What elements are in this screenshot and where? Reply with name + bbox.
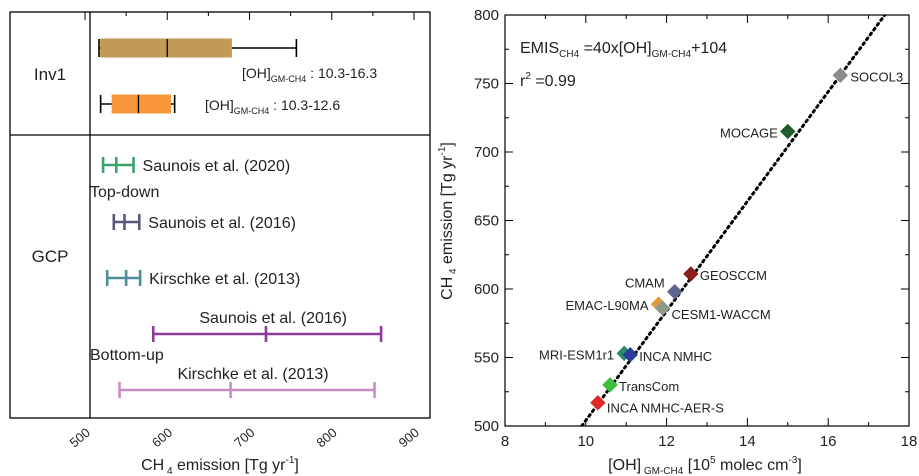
box-range <box>100 38 232 58</box>
y-tick-label: 800 <box>474 7 499 24</box>
x-tick-label: 800 <box>313 425 339 450</box>
point-label: SOCOL3 <box>850 69 903 84</box>
x-tick-label: 900 <box>396 425 422 450</box>
y-tick-label: 750 <box>474 76 499 93</box>
data-point-cesm1-waccm <box>654 300 671 316</box>
x-tick-label: 12 <box>658 433 675 450</box>
plot-frame <box>9 11 431 419</box>
data-point-geosccm <box>683 266 699 282</box>
range-label: Kirschke et al. (2013) <box>149 271 300 288</box>
point-label: CMAM <box>625 276 665 291</box>
data-point-socol3 <box>832 67 849 83</box>
r2-text: r2 =0.99 <box>520 71 576 90</box>
group-label-inv1: Inv1 <box>34 65 66 84</box>
point-label: EMAC-L90MA <box>565 298 648 313</box>
box-label: [OH]GM-CH4 : 10.3-12.6 <box>205 97 340 116</box>
y-tick-label: 650 <box>474 213 499 230</box>
point-label: INCA NMHC <box>639 349 712 364</box>
y-tick-label: 500 <box>474 418 499 435</box>
range-label: Saunois et al. (2020) <box>143 158 291 175</box>
left-range-chart: Inv1 GCP [OH]GM-CH4 : 10.3-16.3 [OH]GM-CH4 … <box>9 11 431 476</box>
box-range <box>111 94 172 114</box>
y-tick-label: 600 <box>474 281 499 298</box>
x-tick-label: 18 <box>901 433 918 450</box>
annotation-top-down: Top-down <box>90 184 159 201</box>
point-label: CESM1-WACCM <box>672 307 771 322</box>
x-tick-label: 600 <box>149 425 175 450</box>
x-tick-label: 500 <box>67 425 93 450</box>
x-axis-label: CH 4 emission [Tg yr-1] <box>141 455 299 476</box>
point-label: MOCAGE <box>720 125 778 140</box>
group-label-gcp: GCP <box>32 247 69 266</box>
annotation-bottom-up: Bottom-up <box>90 347 164 364</box>
y-tick-label: 700 <box>474 144 499 161</box>
equation-text: EMISCH4 =40x[OH]GM-CH4+104 <box>520 40 727 60</box>
x-tick-label: 16 <box>820 433 837 450</box>
range-label: Kirschke et al. (2013) <box>177 366 328 383</box>
x-tick-label: 8 <box>501 433 509 450</box>
point-label: TransCom <box>619 379 679 394</box>
right-scatter-chart: 8 10 12 14 16 18 500 550 600 650 700 750 800 EMISCH4 … <box>437 7 917 476</box>
data-point-inca-nmhc <box>622 347 638 363</box>
x-axis-label: [OH] GM-CH4 [105 molec cm-3] <box>608 455 802 476</box>
data-point-inca-nmhc-aer-s <box>590 395 606 411</box>
range-label: Saunois et al. (2016) <box>148 215 296 232</box>
data-point-transcom <box>602 377 618 393</box>
data-point-mocage <box>780 123 796 140</box>
data-point-cmam <box>666 284 683 300</box>
y-tick-label: 550 <box>474 350 499 367</box>
x-tick-label: 700 <box>231 425 257 450</box>
point-label: GEOSCCM <box>700 268 767 283</box>
x-tick-label: 10 <box>577 433 594 450</box>
y-axis-label: CH 4 emission [Tg yr-1] <box>437 142 459 300</box>
point-label: MRI-ESM1r1 <box>539 347 614 362</box>
box-label: [OH]GM-CH4 : 10.3-16.3 <box>242 65 377 84</box>
x-tick-label: 14 <box>739 433 756 450</box>
point-label: INCA NMHC-AER-S <box>607 401 724 416</box>
range-label: Saunois et al. (2016) <box>199 310 347 327</box>
